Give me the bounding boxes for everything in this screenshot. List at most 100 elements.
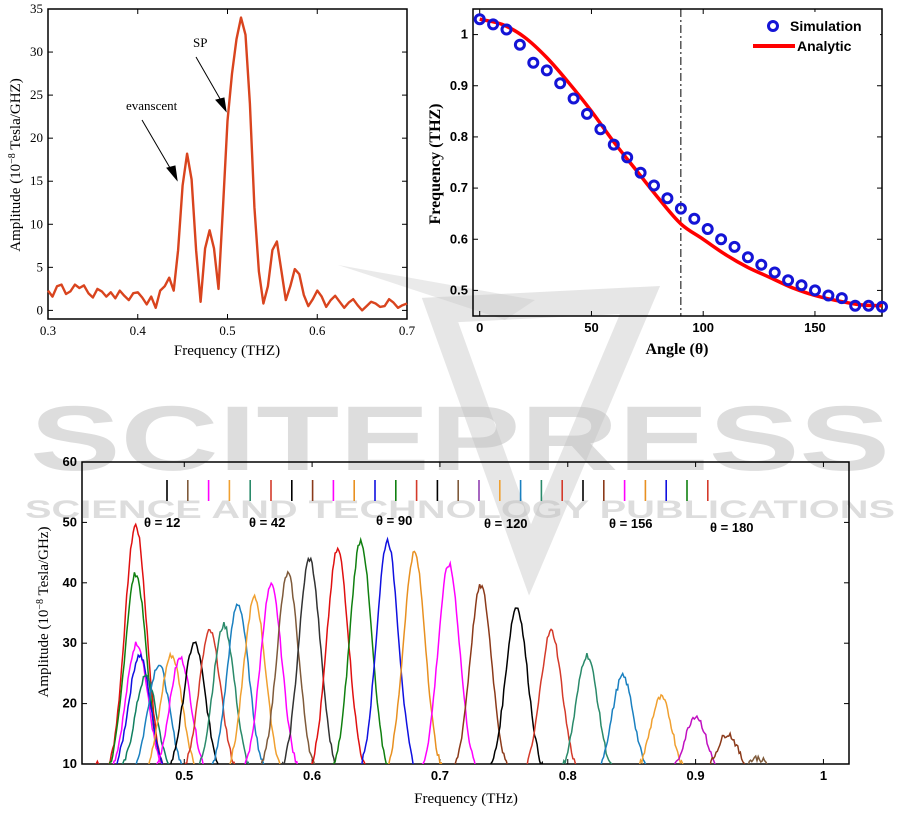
y-axis-label: Amplitude (10−8 Tesla/GHZ): [7, 78, 25, 251]
y-tick-label: 1: [461, 27, 468, 42]
peak-curve: [387, 550, 443, 764]
peak-curve: [135, 664, 183, 764]
peak-curve: [156, 655, 204, 764]
x-tick-label: 150: [804, 320, 826, 335]
plot-frame: [81, 461, 850, 765]
peak-curve: [108, 572, 164, 764]
simulation-point: [607, 138, 620, 151]
x-tick-label: 0.7: [399, 323, 416, 338]
legend-label-theta-180: θ = 180: [710, 520, 754, 535]
simulation-point: [849, 299, 862, 312]
chart-amplitude-angles: 0.5 0.6 0.7 0.8 0.9 1 10 20 30 40 50 60 θ = 12 θ = …: [35, 454, 850, 807]
watermark: SCITEPRESS SCIENCE AND TECHNOLOGY PUBLIC…: [25, 265, 895, 596]
watermark-sub: SCIENCE AND TECHNOLOGY PUBLICATIONS: [25, 496, 895, 524]
simulation-point: [567, 92, 580, 105]
legend-color-bars: [166, 480, 709, 501]
simulation-point: [581, 107, 593, 120]
simulation-point: [822, 289, 835, 302]
peak-curve: [211, 603, 265, 764]
peak-curve: [562, 653, 613, 764]
simulation-point: [862, 299, 875, 312]
y-tick-label: 10: [30, 216, 43, 231]
simulation-point: [648, 179, 660, 192]
peak-curve: [148, 651, 195, 764]
x-tick-label: 0.5: [219, 323, 235, 338]
y-tick-label: 0.9: [450, 78, 468, 93]
peak-curve: [332, 536, 389, 764]
y-tick-label: 40: [63, 575, 77, 590]
y-tick-label: 5: [37, 259, 44, 274]
x-tick-label: 1: [820, 768, 827, 783]
peak-curve: [526, 628, 577, 764]
peak-curve: [198, 622, 250, 764]
simulation-point: [782, 274, 795, 287]
simulation-point: [621, 151, 634, 164]
x-tick-label: 0.3: [40, 323, 56, 338]
simulation-point: [554, 77, 567, 90]
y-tick-label: 60: [63, 454, 77, 469]
x-tick-label: 0.6: [303, 768, 321, 783]
annotation-arrows: [141, 56, 227, 182]
peak-curve: [281, 556, 336, 764]
simulation-point: [701, 223, 714, 235]
legend-label-theta-42: θ = 42: [249, 515, 285, 530]
x-axis-label: Frequency (THZ): [174, 343, 280, 359]
peak-curve: [490, 607, 544, 764]
y-tick-label: 0: [37, 302, 44, 317]
simulation-point: [634, 166, 647, 179]
simulation-point: [768, 266, 781, 279]
peak-curve: [121, 673, 170, 764]
plot-frame: [47, 8, 408, 320]
simulation-point: [715, 233, 728, 246]
y-axis-label: Amplitude (10−8 Tesla/GHz): [35, 527, 53, 698]
legend-label-theta-156: θ = 156: [609, 516, 653, 531]
peak-curve: [244, 581, 298, 764]
simulation-point: [835, 292, 848, 305]
annotation-sp: SP: [193, 35, 207, 50]
plot-frame: [472, 8, 883, 317]
series-line: [47, 16, 408, 312]
legend: Simulation Analytic: [747, 12, 880, 58]
peak-curve: [709, 731, 746, 764]
peak-curve: [454, 583, 508, 764]
legend-label-theta-120: θ = 120: [484, 516, 528, 531]
y-tick-label: 25: [30, 87, 43, 102]
y-tick-label: 50: [63, 514, 77, 529]
x-tick-label: 100: [692, 320, 714, 335]
simulation-point: [809, 284, 821, 297]
simulation-point: [487, 18, 500, 31]
chart-frequency-angle: 0 50 100 150 0.5 0.6 0.7 0.8 0.9 1 Angle (θ) Freq…: [427, 8, 888, 358]
simulation-point: [755, 258, 768, 271]
y-tick-label: 20: [63, 696, 77, 711]
simulation-point: [674, 202, 687, 215]
simulation-point: [540, 64, 553, 77]
peak-curve: [184, 628, 236, 764]
simulation-point: [795, 279, 808, 292]
x-axis-label: Angle (θ): [645, 341, 708, 358]
simulation-point: [594, 123, 607, 136]
chart-amplitude-small: 0.3 0.4 0.5 0.6 0.7 0 5 10 15 20 25 30 35 Frequency …: [7, 1, 416, 359]
legend-marker-simulation: [767, 20, 779, 32]
annotation-evanscent: evanscent: [126, 98, 178, 113]
x-tick-label: 0.7: [431, 768, 449, 783]
simulation-point: [473, 13, 486, 26]
simulation-point: [513, 38, 526, 51]
simulation-point: [741, 251, 754, 264]
legend-label-theta-12: θ = 12: [144, 515, 180, 530]
simulation-point: [876, 300, 888, 313]
peak-curve: [674, 714, 716, 764]
x-tick-label: 0.5: [175, 768, 193, 783]
peak-curve: [421, 560, 476, 764]
y-tick-label: 0.5: [450, 282, 468, 297]
y-tick-label: 10: [63, 756, 77, 771]
x-tick-label: 0.8: [559, 768, 577, 783]
x-tick-label: 0.9: [687, 768, 705, 783]
peak-curve: [229, 593, 281, 764]
peak-curve: [311, 546, 366, 764]
y-tick-label: 30: [63, 635, 77, 650]
peak-curve: [114, 652, 164, 764]
simulation-point: [661, 192, 674, 205]
x-tick-label: 0.6: [309, 323, 326, 338]
legend-label-simulation: Simulation: [790, 18, 862, 34]
